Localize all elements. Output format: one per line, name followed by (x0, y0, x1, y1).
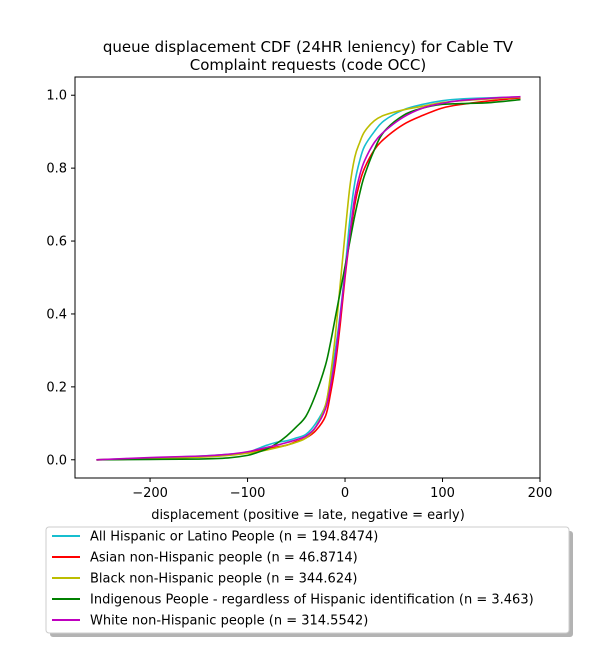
legend-label-3: Black non-Hispanic people (n = 344.624) (90, 572, 357, 587)
chart-title-line-1: queue displacement CDF (24HR leniency) f… (103, 38, 514, 56)
series-layer (96, 95, 521, 461)
x-tick-label: −200 (132, 486, 168, 501)
series-line-1 (96, 96, 521, 461)
legend-box (45, 526, 570, 634)
legend-label-5: White non-Hispanic people (n = 314.5542) (90, 614, 368, 629)
series-line-4 (96, 98, 521, 461)
x-axis-label: displacement (positive = late, negative … (151, 508, 465, 523)
y-tick-label: 0.6 (46, 235, 67, 250)
y-tick-label: 0.4 (46, 307, 67, 322)
x-tick-label: 100 (430, 486, 455, 501)
y-axis: 0.0 0.2 0.4 0.6 0.8 1.0 (46, 89, 75, 468)
chart-title-line-2: Complaint requests (code OCC) (190, 56, 426, 74)
x-tick-label: −100 (230, 486, 266, 501)
y-tick-label: 1.0 (46, 89, 67, 104)
y-tick-label: 0.8 (46, 162, 67, 177)
y-tick-label: 0.0 (46, 453, 67, 468)
legend-label-2: Asian non-Hispanic people (n = 46.8714) (90, 551, 358, 566)
series-line-5 (96, 95, 521, 461)
legend-entries: All Hispanic or Latino People (n = 194.8… (52, 530, 534, 629)
x-tick-label: 0 (341, 486, 349, 501)
x-tick-label: 200 (528, 486, 553, 501)
y-tick-label: 0.2 (46, 380, 67, 395)
legend-label-4: Indigenous People - regardless of Hispan… (90, 593, 534, 608)
plot-area-frame (74, 76, 541, 479)
series-line-2 (96, 96, 521, 461)
series-line-3 (96, 96, 521, 461)
x-axis: −200 −100 0 100 200 (132, 478, 552, 501)
legend-label-1: All Hispanic or Latino People (n = 194.8… (90, 530, 378, 545)
legend: All Hispanic or Latino People (n = 194.8… (45, 526, 573, 637)
